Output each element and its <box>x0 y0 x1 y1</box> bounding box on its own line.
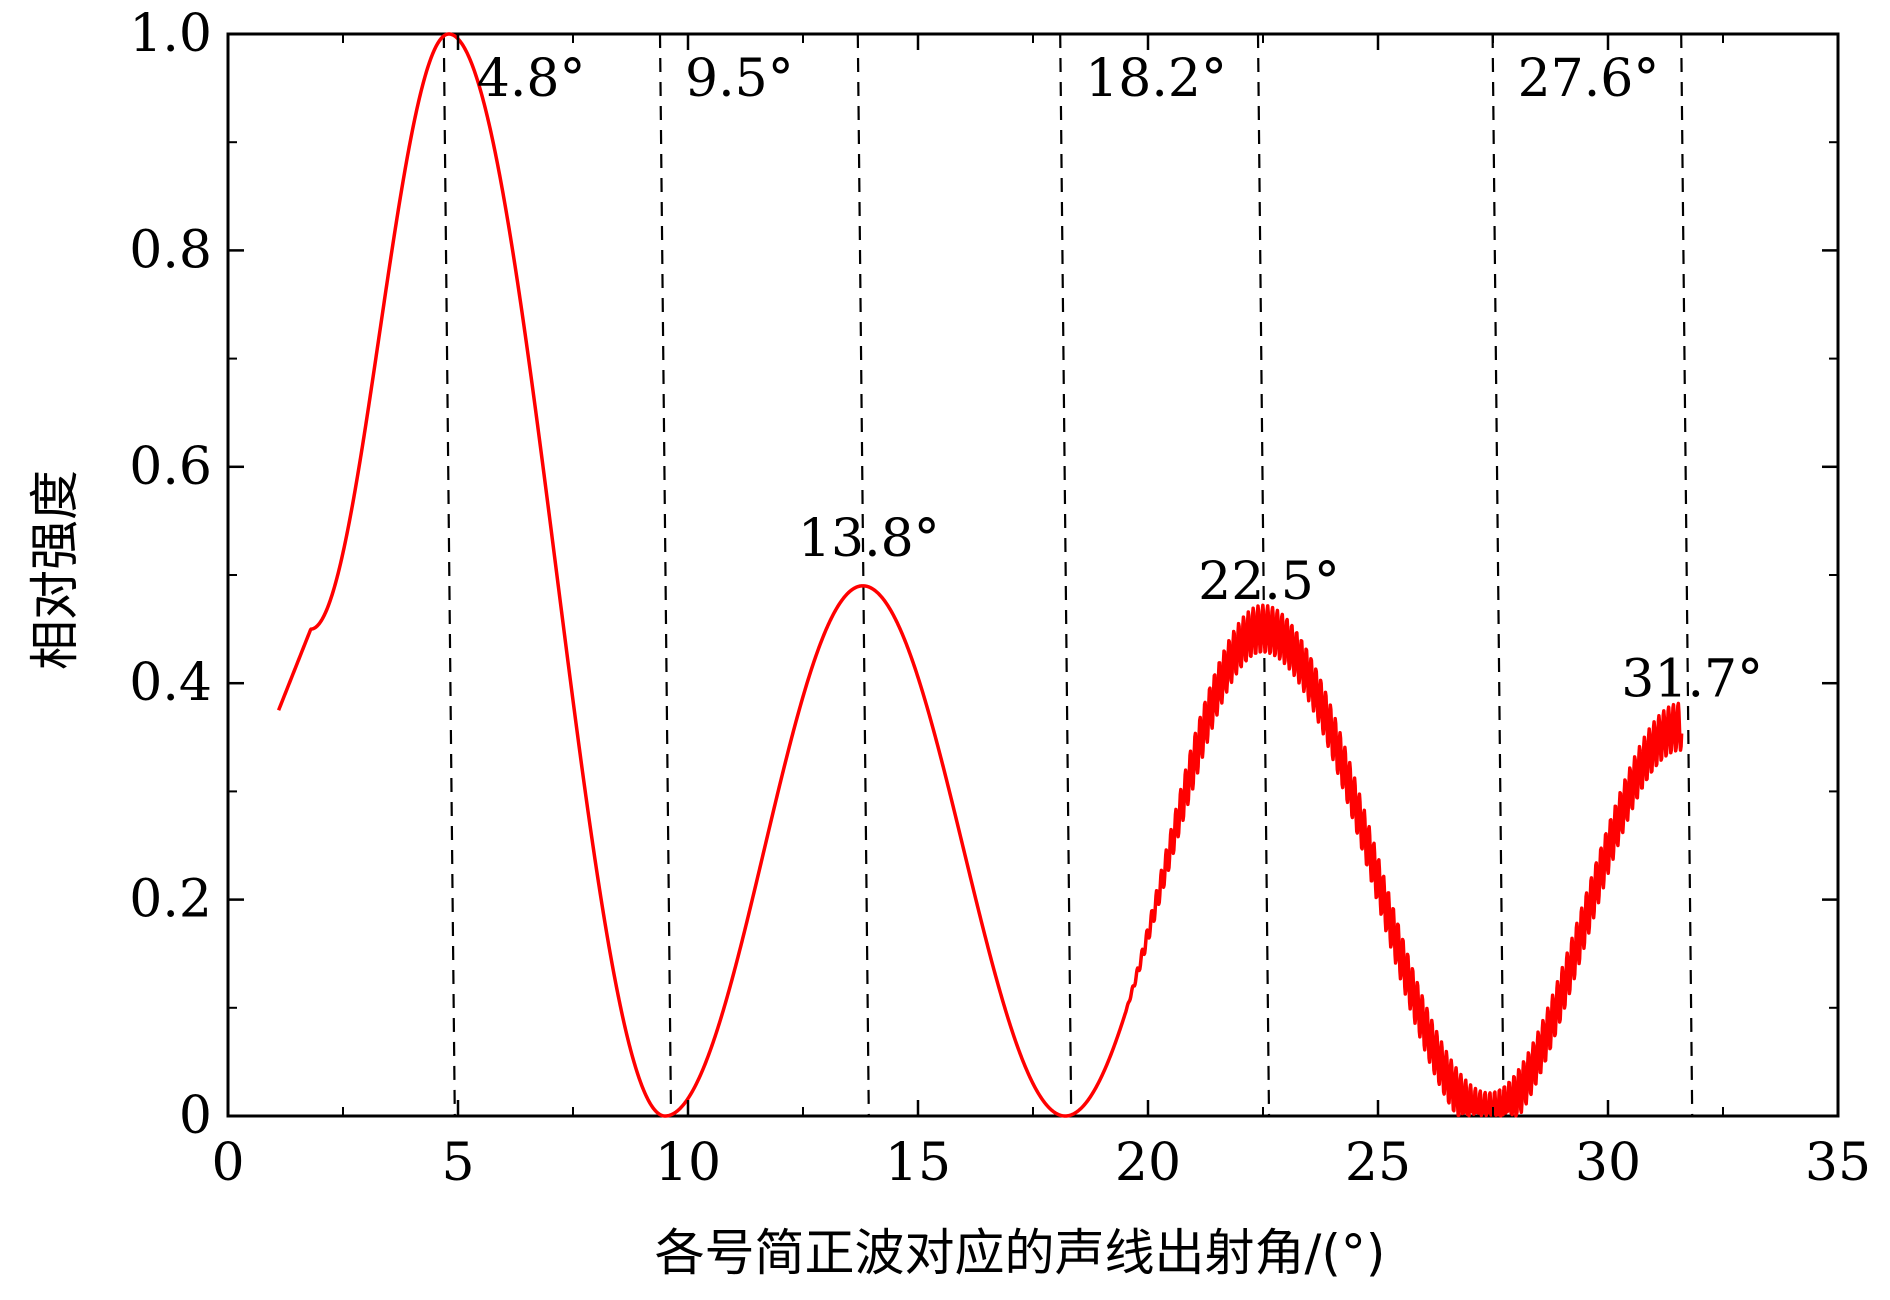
annotation-label: 18.2° <box>1085 49 1227 109</box>
x-axis-title: 各号简正波对应的声线出射角/(°) <box>655 1224 1386 1282</box>
annotation-lines <box>442 33 1694 1117</box>
annotation-label: 22.5° <box>1198 552 1340 612</box>
annotation-label: 13.8° <box>798 509 940 569</box>
annotation-line <box>1059 33 1073 1117</box>
x-tick-label: 5 <box>441 1133 474 1193</box>
x-tick-label: 10 <box>655 1133 721 1193</box>
y-tick-label: 0 <box>179 1086 212 1146</box>
annotation-label: 31.7° <box>1621 649 1763 709</box>
annotation-label: 4.8° <box>477 49 586 109</box>
y-tick-label: 0.8 <box>129 220 212 280</box>
annotation-labels: 4.8° 9.5° 13.8° 18.2° 22.5° 27.6° 31.7° <box>477 49 1763 709</box>
y-tick-label: 1.0 <box>129 4 212 64</box>
y-axis-title: 相对强度 <box>26 470 84 670</box>
y-tick-label: 0.2 <box>129 870 212 930</box>
plot-area <box>226 32 1840 1118</box>
annotation-line <box>1491 33 1505 1117</box>
annotation-line <box>1256 33 1271 1117</box>
axis-ticks: 0 5 10 15 20 25 30 35 0 0.2 0.4 0.6 0.8 1.0 <box>129 4 1871 1193</box>
y-tick-label: 0.4 <box>129 653 212 713</box>
series-line <box>276 32 1684 1118</box>
y-tick-label: 0.6 <box>129 437 212 497</box>
annotation-label: 27.6° <box>1518 49 1660 109</box>
data-series <box>276 32 1684 1118</box>
x-tick-label: 0 <box>211 1133 244 1193</box>
annotation-line <box>658 33 673 1117</box>
x-tick-label: 25 <box>1345 1133 1411 1193</box>
x-tick-label: 30 <box>1575 1133 1641 1193</box>
plot-frame <box>226 32 1840 1118</box>
annotation-line <box>1680 33 1694 1117</box>
annotation-line <box>442 33 456 1117</box>
annotation-label: 9.5° <box>685 49 794 109</box>
x-tick-label: 15 <box>885 1133 951 1193</box>
x-tick-label: 35 <box>1805 1133 1871 1193</box>
x-tick-label: 20 <box>1115 1133 1181 1193</box>
annotation-line <box>856 33 870 1117</box>
